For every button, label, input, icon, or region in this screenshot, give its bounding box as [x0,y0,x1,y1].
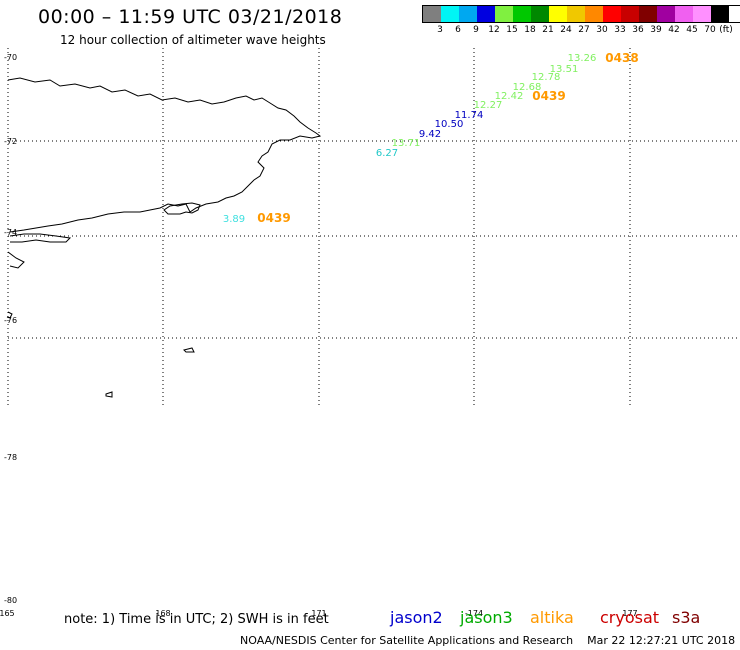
coastline-islet-d [6,311,13,319]
wave-height-value: 13.51 [550,64,579,75]
longitude-label: 177 [622,609,637,618]
legend-swatch [495,6,513,22]
pass-time-label: 0439 [532,89,565,103]
longitude-label: 168 [155,609,170,618]
legend-label: 36 [632,25,644,35]
coastline [6,77,322,398]
latitude-label: -74 [4,228,17,237]
legend-swatches [422,5,740,23]
axis-labels: -70 -72 -74 -76 -78 -80 165 168 171 -174 177 [0,53,638,618]
longitude-label: 171 [311,609,326,618]
latitude-label: -80 [4,596,17,605]
legend-label: (ft) [719,25,733,35]
latitude-label: -70 [4,53,17,62]
legend-label: 30 [596,25,608,35]
legend-swatch [675,6,693,22]
legend-swatch [549,6,567,22]
wave-height-value: 10.50 [435,119,464,130]
legend-label: 9 [473,25,479,35]
credit-line: NOAA/NESDIS Center for Satellite Applica… [240,634,735,647]
legend-swatch [477,6,495,22]
generated-timestamp: Mar 22 12:27:21 UTC 2018 [587,634,736,647]
legend-label: 6 [455,25,461,35]
legend-swatch [621,6,639,22]
legend-swatch [639,6,657,22]
legend-swatch [711,6,729,22]
coastline-islet-a [7,251,25,269]
wave-height-value: 12.27 [474,100,503,111]
legend-label: 70 [704,25,716,35]
legend-swatch [441,6,459,22]
legend-swatch [513,6,531,22]
legend-swatch [585,6,603,22]
wave-height-value: 13.71 [392,138,421,149]
satellite-name: altika [530,608,574,627]
wave-height-value: 11.74 [455,110,484,121]
longitude-label: -174 [465,609,483,618]
latitude-label: -76 [4,316,17,325]
longitude-label: 165 [0,609,15,618]
legend-labels: 3 6 9 12 15 18 21 24 27 30 33 36 39 42 45 70 (ft) [422,23,740,35]
coastline-mainland [7,77,322,233]
legend-swatch [603,6,621,22]
color-legend: 3 6 9 12 15 18 21 24 27 30 33 36 39 42 45 70 (ft) [422,5,740,35]
legend-label: 27 [578,25,590,35]
legend-label: 45 [686,25,698,35]
wave-height-value: 12.68 [513,82,542,93]
satellite-name: jason2 [390,608,443,627]
wave-height-value: 12.42 [495,91,524,102]
wave-height-value: 9.42 [419,129,441,140]
legend-label: 39 [650,25,662,35]
wave-height-value: 3.89 [223,214,245,225]
satellite-name: jason3 [460,608,513,627]
map-title: 00:00 – 11:59 UTC 03/21/2018 [38,6,343,28]
track-labels: 13.2613.5112.7812.6812.4212.2711.7410.50… [223,51,639,225]
legend-label: 3 [437,25,443,35]
coastline-south-shore [9,233,72,243]
satellite-name: s3a [672,608,701,627]
wave-height-value: 12.78 [532,72,561,83]
legend-label: 18 [524,25,536,35]
satellite-name: cryosat [600,608,660,627]
credit-text: NOAA/NESDIS Center for Satellite Applica… [240,634,574,647]
coastline-islet-c [105,391,113,398]
legend-label: 42 [668,25,680,35]
legend-swatch [657,6,675,22]
legend-label: 33 [614,25,626,35]
coastline-islet-b [183,347,195,353]
legend-label: 15 [506,25,518,35]
footer-note: note: 1) Time is in UTC; 2) SWH is in fe… [64,612,329,627]
legend-swatch [423,6,441,22]
legend-label: 12 [488,25,500,35]
pass-time-label: 0438 [605,51,638,65]
grid-lines [7,48,740,406]
legend-label: 21 [542,25,554,35]
legend-swatch [693,6,711,22]
legend-swatch [459,6,477,22]
latitude-label: -78 [4,453,17,462]
coastline-peninsula [163,202,201,215]
legend-swatch [567,6,585,22]
map-subtitle: 12 hour collection of altimeter wave hei… [60,33,326,47]
legend-label: 24 [560,25,572,35]
wave-height-value: 13.26 [568,53,597,64]
wave-height-value: 6.27 [376,148,398,159]
pass-time-label: 0439 [257,211,290,225]
latitude-label: -72 [4,137,17,146]
legend-swatch [531,6,549,22]
